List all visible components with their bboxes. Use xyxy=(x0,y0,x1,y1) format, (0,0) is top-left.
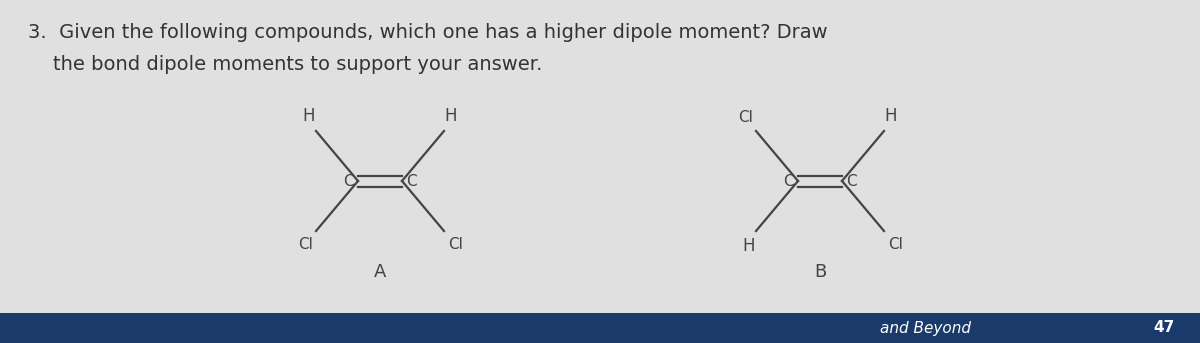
Text: C: C xyxy=(406,174,416,189)
Text: 47: 47 xyxy=(1153,320,1175,335)
Text: C: C xyxy=(343,174,354,189)
Text: the bond dipole moments to support your answer.: the bond dipole moments to support your … xyxy=(28,55,542,74)
Text: A: A xyxy=(374,263,386,281)
Text: C: C xyxy=(784,174,794,189)
Text: Cl: Cl xyxy=(888,237,904,252)
Text: H: H xyxy=(884,107,898,125)
Text: H: H xyxy=(302,107,316,125)
Text: and Beyond: and Beyond xyxy=(880,320,971,335)
Text: C: C xyxy=(846,174,857,189)
Text: B: B xyxy=(814,263,826,281)
Text: Cl: Cl xyxy=(738,110,754,125)
Text: Cl: Cl xyxy=(299,237,313,252)
Text: H: H xyxy=(743,237,755,255)
Text: Cl: Cl xyxy=(449,237,463,252)
Text: 3.  Given the following compounds, which one has a higher dipole moment? Draw: 3. Given the following compounds, which … xyxy=(28,23,828,42)
Bar xyxy=(0,313,1200,343)
Text: H: H xyxy=(445,107,457,125)
